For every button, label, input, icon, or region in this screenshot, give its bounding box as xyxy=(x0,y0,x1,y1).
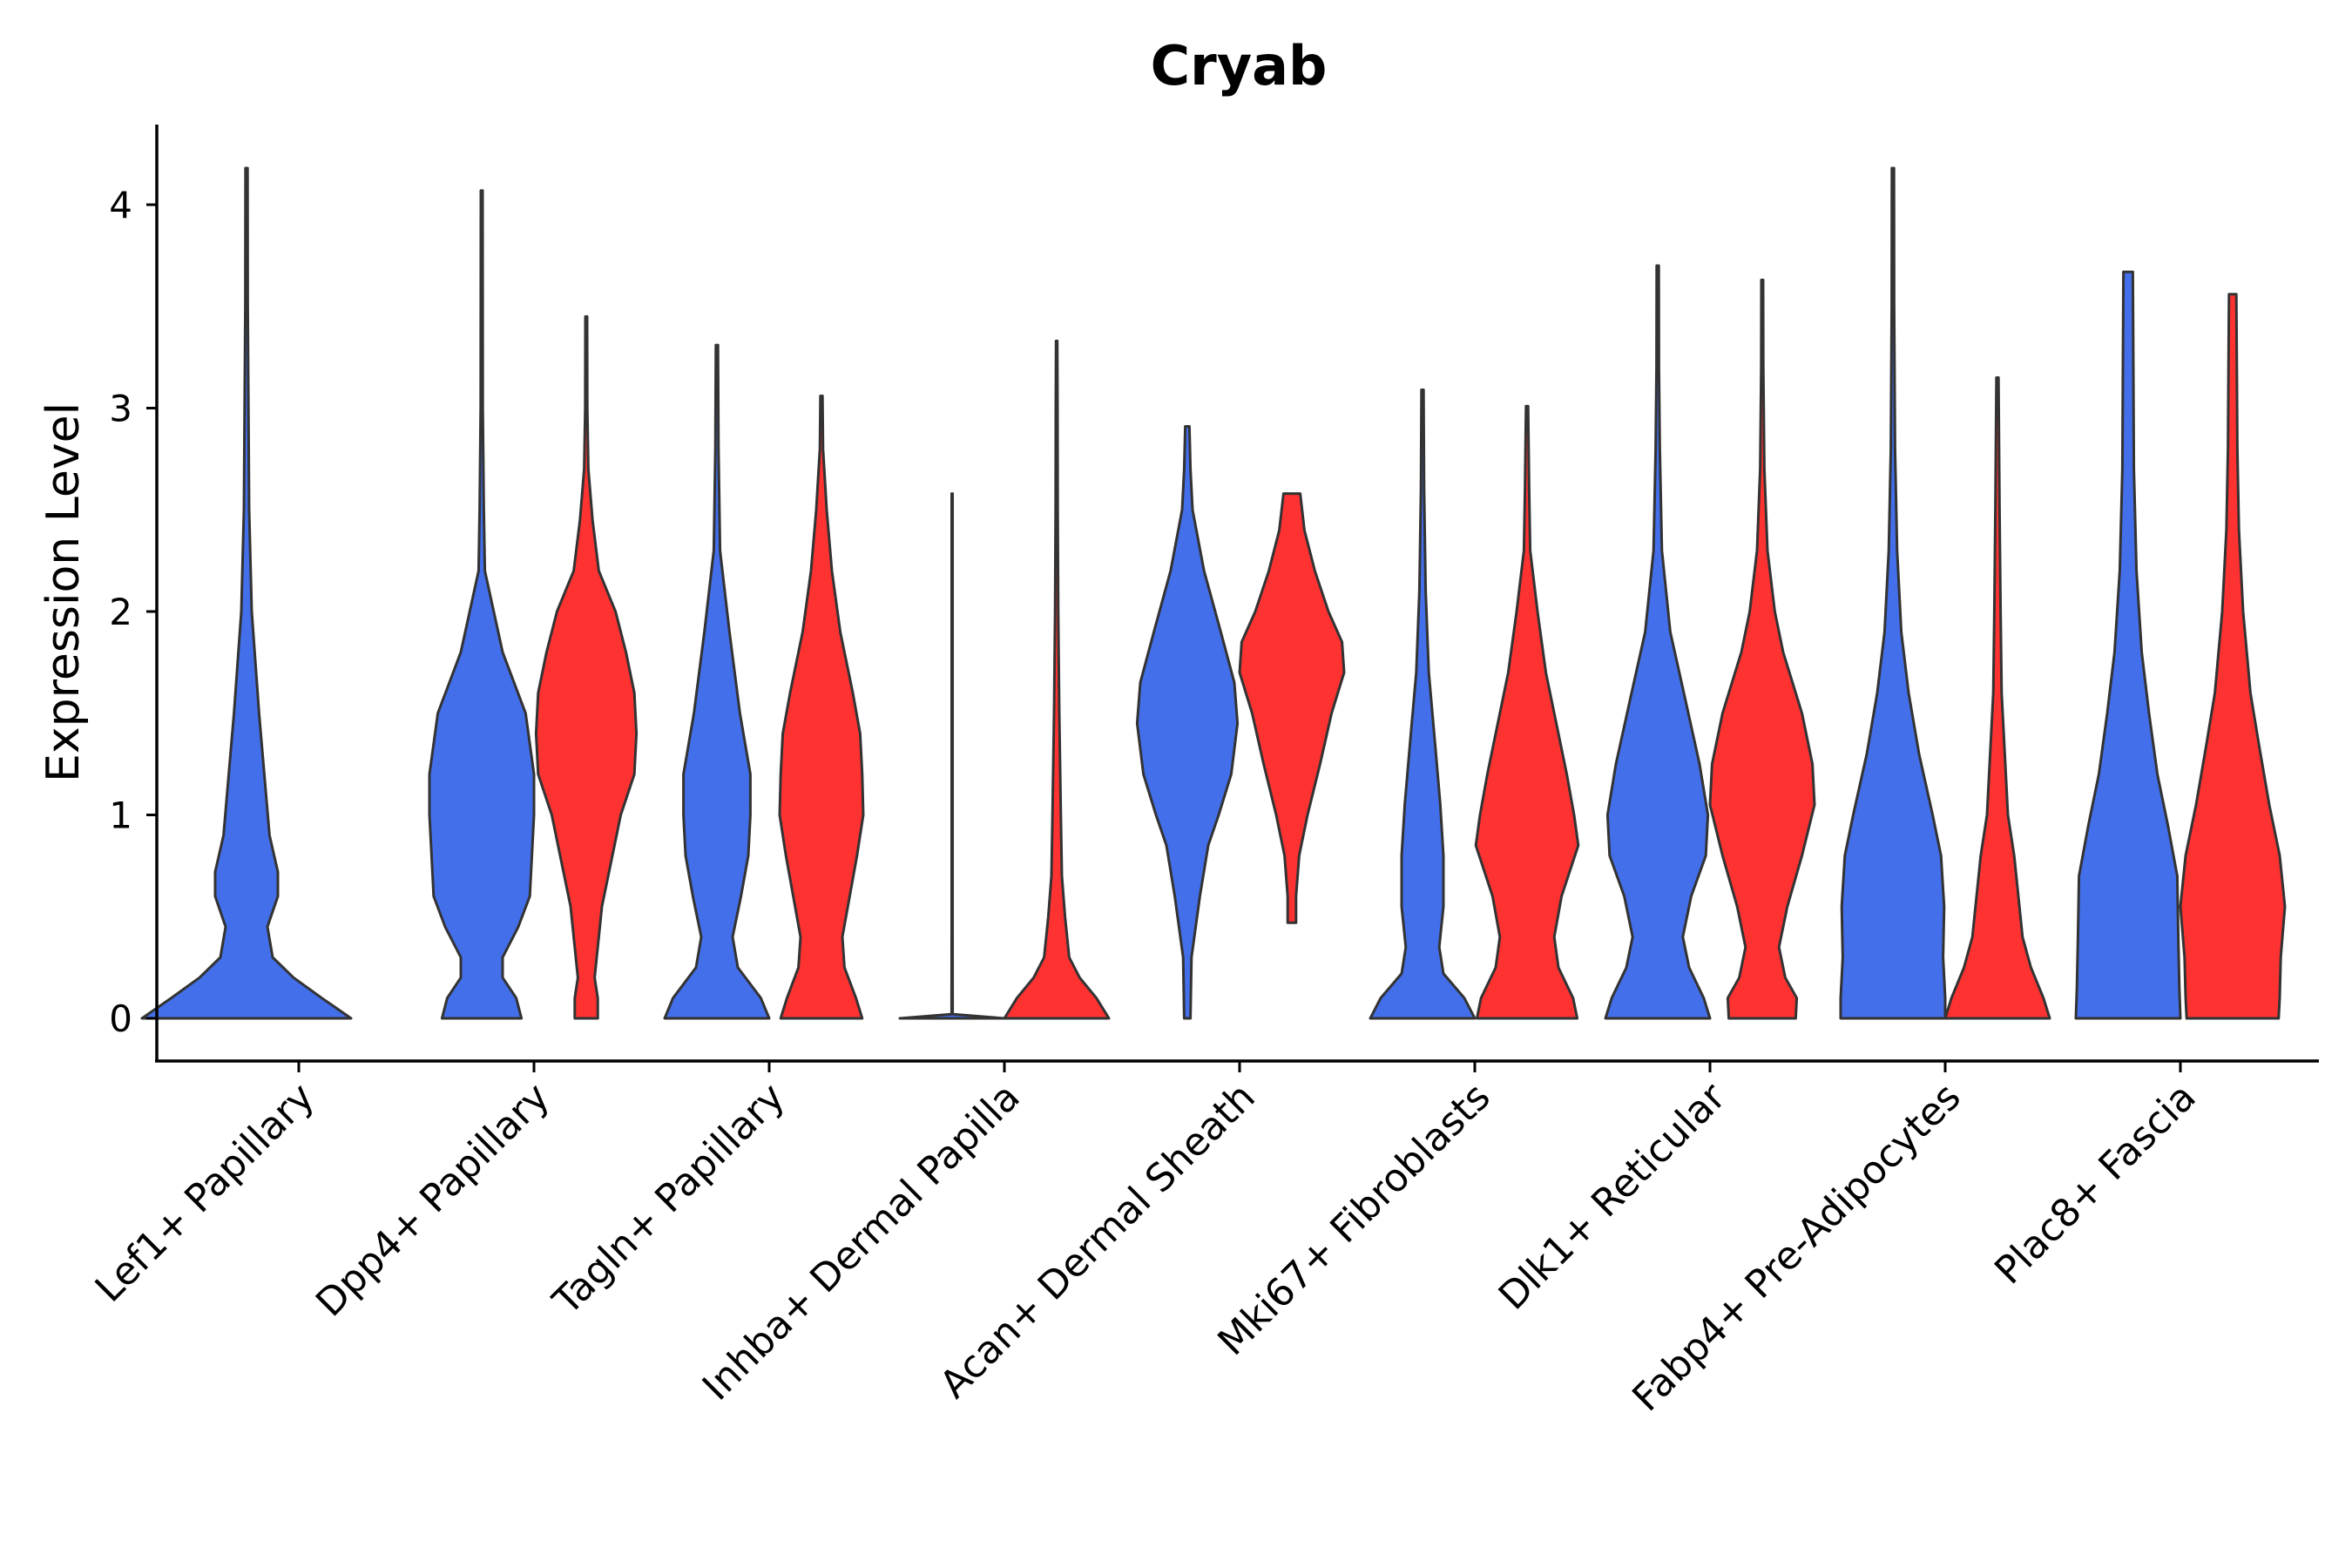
violin-dpp4-papillary-blue xyxy=(428,189,536,1020)
violin-mki67-fibroblasts-red xyxy=(1474,404,1580,1020)
violin-plac8-fascia-blue xyxy=(2074,270,2182,1020)
chart-title: Cryab xyxy=(1151,34,1328,98)
violin-dlk1-reticular-blue xyxy=(1604,264,1712,1020)
y-tick-label: 4 xyxy=(109,184,132,226)
violin-tagln-papillary-blue xyxy=(663,343,771,1020)
violin-fabp4-pre-adipocytes-red xyxy=(1943,376,2051,1020)
violin-dlk1-reticular-red xyxy=(1708,278,1816,1020)
violin-lef1-papillary-blue xyxy=(140,166,353,1020)
x-tick-label: Dpp4+ Papillary xyxy=(308,1075,558,1326)
y-tick-label: 2 xyxy=(109,591,132,633)
y-axis-ticks: 0 1 2 3 4 xyxy=(109,184,157,1040)
violin-plac8-fascia-red xyxy=(2179,293,2287,1020)
violin-inhba-dermal-papilla-blue xyxy=(898,492,1006,1020)
x-tick-label: Plac8+ Fascia xyxy=(1986,1075,2205,1294)
y-axis-label: Expression Level xyxy=(37,402,90,782)
violin-dpp4-papillary-red xyxy=(534,314,639,1020)
y-tick-label: 0 xyxy=(109,997,132,1040)
violin-acan-dermal-sheath-blue xyxy=(1135,425,1240,1020)
x-tick-label: Dlk1+ Reticular xyxy=(1490,1074,1735,1319)
violin-tagln-papillary-red xyxy=(778,395,865,1020)
violin-acan-dermal-sheath-red xyxy=(1238,492,1346,924)
x-tick-label: Tagln+ Papillary xyxy=(544,1075,794,1324)
x-tick-label: Mki67+ Fibroblasts xyxy=(1209,1075,1498,1364)
violin-mki67-fibroblasts-blue xyxy=(1369,389,1477,1020)
violins-layer xyxy=(140,166,2287,1020)
violin-fabp4-pre-adipocytes-blue xyxy=(1839,166,1947,1020)
y-tick-label: 3 xyxy=(109,388,132,430)
x-tick-label: Lef1+ Papillary xyxy=(87,1075,323,1311)
y-tick-label: 1 xyxy=(109,794,132,837)
violin-inhba-dermal-papilla-red xyxy=(1003,339,1111,1020)
